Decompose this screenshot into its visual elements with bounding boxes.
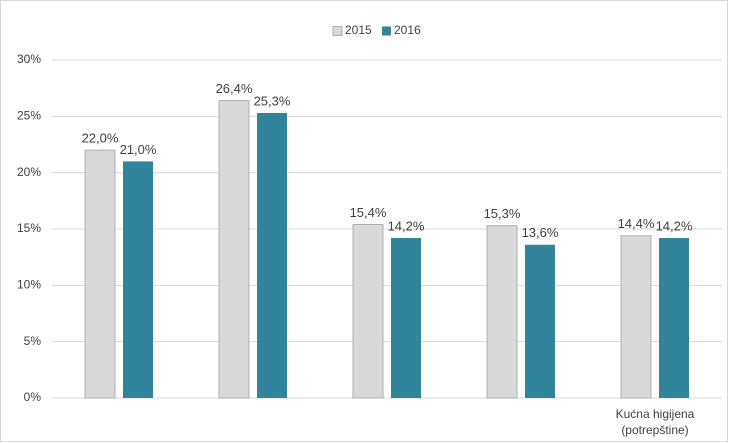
y-tick-label: 30%: [17, 52, 41, 66]
data-label: 13,6%: [522, 225, 559, 240]
y-tick-label: 5%: [24, 334, 42, 348]
data-label: 26,4%: [216, 81, 253, 96]
data-label: 25,3%: [254, 93, 291, 108]
y-tick-label: 0%: [24, 390, 42, 404]
bar: [123, 161, 153, 398]
legend-swatch: [382, 26, 391, 36]
legend-label: 2016: [394, 23, 421, 37]
bar: [525, 244, 555, 398]
y-tick-label: 15%: [17, 221, 41, 235]
x-tick-line: Kućna higijena: [616, 407, 695, 421]
bar: [257, 112, 287, 398]
data-label: 21,0%: [120, 142, 157, 157]
bar: [218, 100, 250, 399]
legend-label: 2015: [345, 23, 372, 37]
bar: [486, 225, 518, 399]
bar: [620, 235, 652, 399]
y-tick-label: 20%: [17, 165, 41, 179]
data-label: 14,2%: [388, 218, 425, 233]
data-label: 22,0%: [82, 131, 119, 146]
x-tick-label: Kućna higijena (potrepštine): [616, 407, 695, 437]
y-tick-label: 10%: [17, 278, 41, 292]
bar: [84, 149, 116, 399]
bar: [391, 238, 421, 398]
legend-swatch: [332, 26, 343, 36]
bar: [352, 223, 384, 399]
data-label: 14,4%: [618, 216, 655, 231]
y-tick-label: 25%: [17, 109, 41, 123]
bar: [659, 238, 689, 398]
data-label: 15,4%: [350, 205, 387, 220]
data-label: 14,2%: [656, 218, 693, 233]
x-tick-line: (potrepštine): [621, 423, 688, 437]
data-label: 15,3%: [484, 206, 521, 221]
